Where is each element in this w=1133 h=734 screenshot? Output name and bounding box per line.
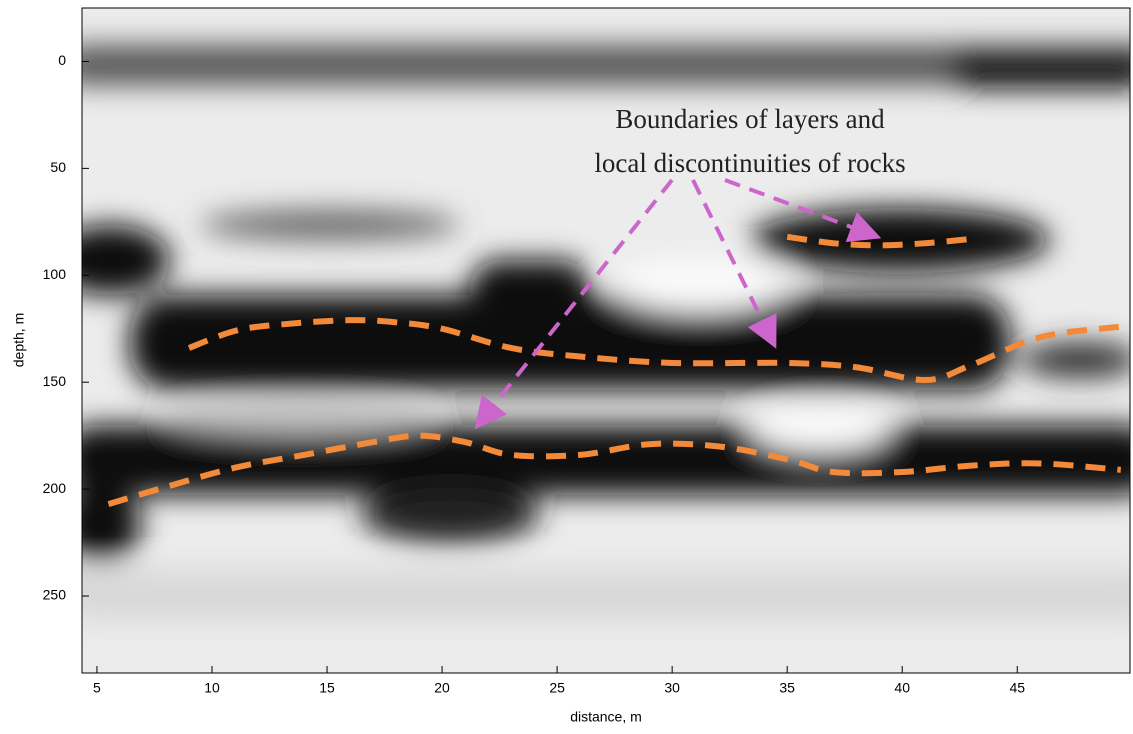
x-tick-label: 10: [204, 680, 220, 696]
y-axis-label: depth, m: [11, 313, 27, 367]
y-tick-label: 100: [43, 266, 67, 282]
y-tick-label: 50: [50, 159, 66, 175]
x-axis-label: distance, m: [570, 709, 642, 725]
x-tick-label: 40: [894, 680, 910, 696]
x-tick-label: 25: [549, 680, 565, 696]
y-tick-label: 250: [43, 587, 67, 603]
x-tick-label: 30: [664, 680, 680, 696]
x-tick-label: 20: [434, 680, 450, 696]
y-tick-label: 200: [43, 480, 67, 496]
x-tick-label: 5: [93, 680, 101, 696]
seismic-image: [50, 8, 1133, 673]
y-tick-label: 0: [58, 52, 66, 68]
x-tick-label: 35: [779, 680, 795, 696]
y-tick-label: 150: [43, 373, 67, 389]
x-tick-label: 15: [319, 680, 335, 696]
annotation: Boundaries of layers and: [615, 104, 885, 134]
chart: Boundaries of layers and local discontin…: [0, 0, 1133, 729]
annotation: local discontinuities of rocks: [594, 148, 905, 178]
x-tick-label: 45: [1009, 680, 1025, 696]
